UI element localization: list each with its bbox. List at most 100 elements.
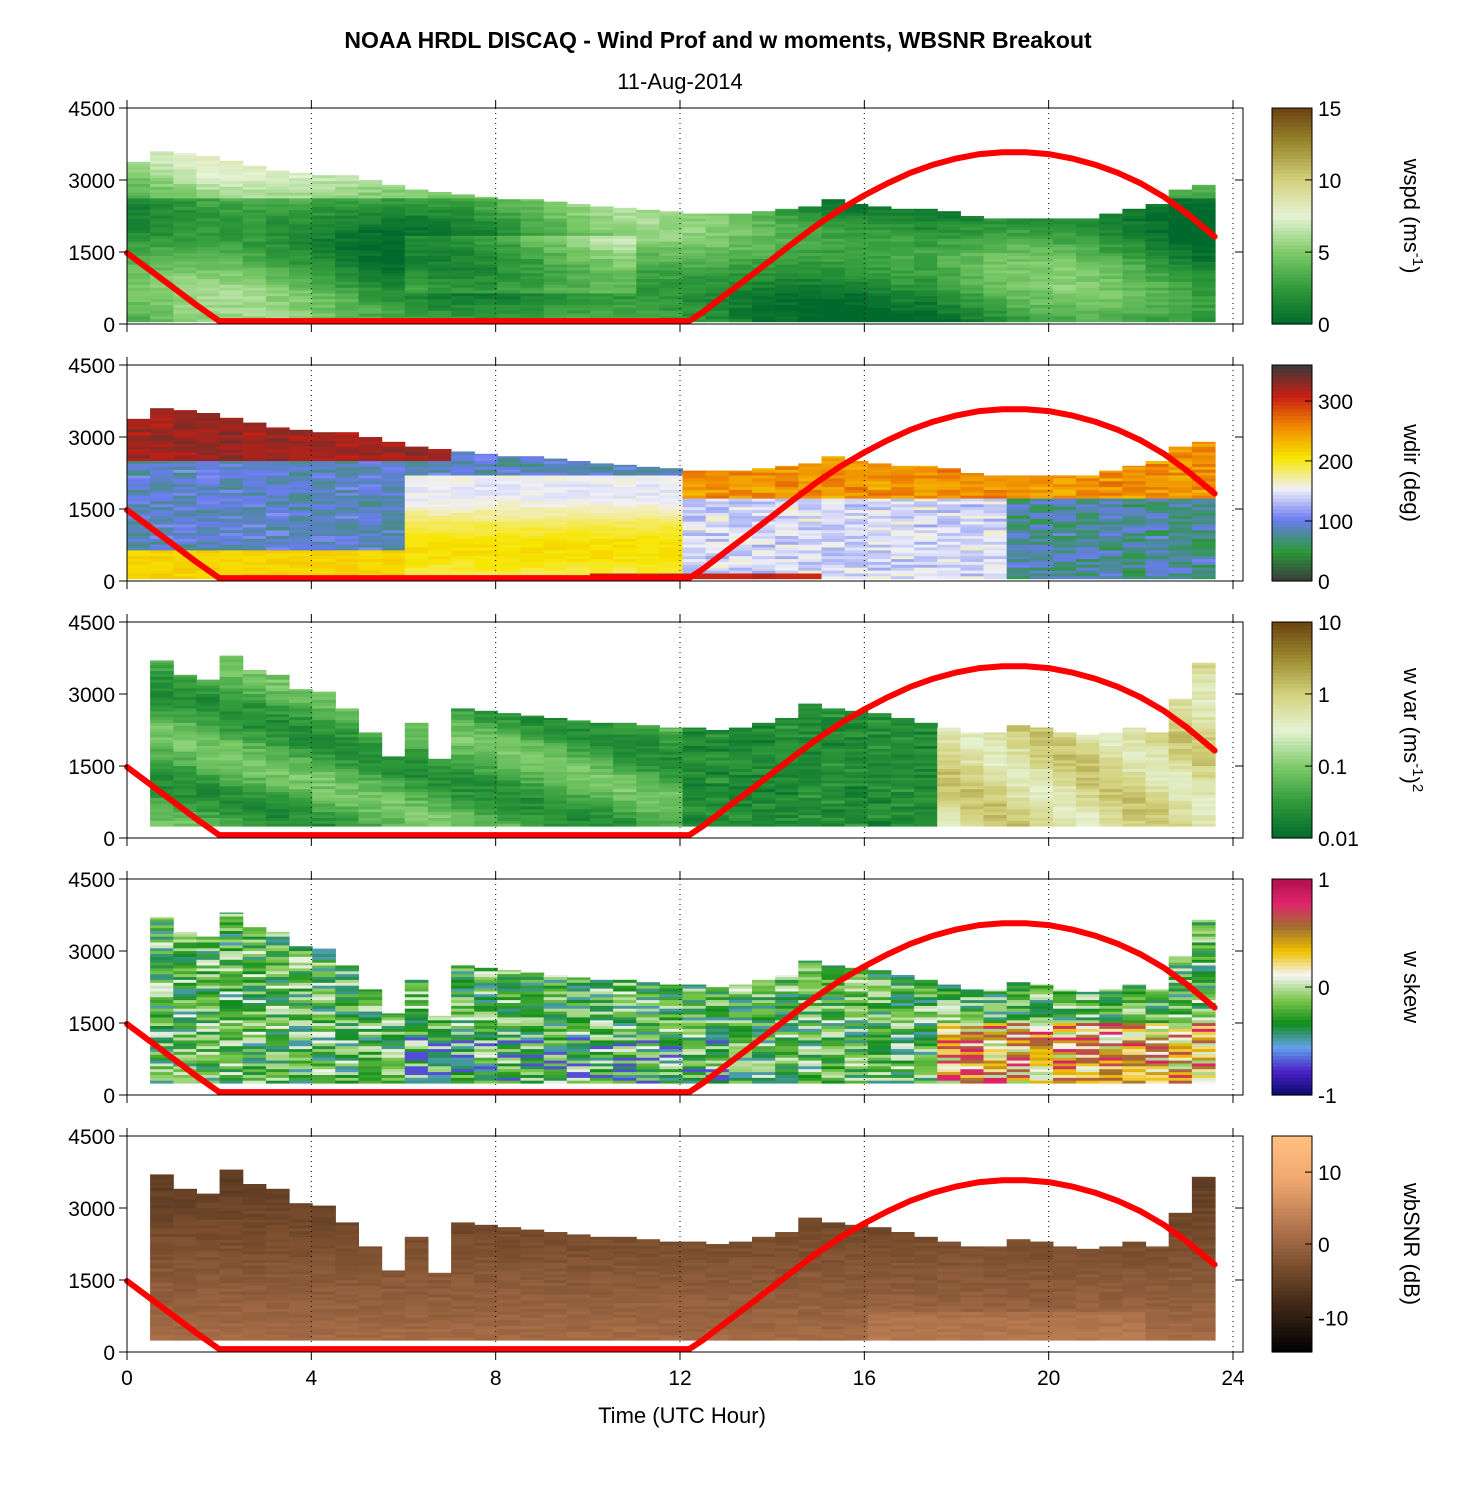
heatmap-cell <box>196 457 221 462</box>
heatmap-cell <box>844 275 869 279</box>
heatmap-cell <box>520 486 545 490</box>
colorbar-segment <box>1272 133 1312 138</box>
heatmap-cell <box>1053 264 1077 268</box>
heatmap-cell <box>636 500 660 505</box>
heatmap-cell <box>983 500 1008 505</box>
heatmap-cell <box>381 777 406 781</box>
heatmap-cell <box>312 788 336 793</box>
heatmap-cell <box>1099 255 1123 259</box>
heatmap-cell <box>335 719 359 723</box>
heatmap-cell <box>844 489 869 493</box>
heatmap-cell <box>427 313 452 317</box>
heatmap-cell <box>289 733 313 738</box>
heatmap-cell <box>312 532 336 536</box>
heatmap-cell <box>867 529 892 534</box>
heatmap-cell <box>1099 220 1123 225</box>
heatmap-cell <box>381 200 406 205</box>
heatmap-cell <box>335 728 359 732</box>
heatmap-cell <box>497 272 522 277</box>
heatmap-cell <box>451 803 475 807</box>
heatmap-cell <box>1168 315 1193 320</box>
heatmap-cell <box>150 771 174 775</box>
heatmap-cell <box>844 492 869 496</box>
heatmap-cell <box>636 281 660 285</box>
heatmap-cell <box>960 572 985 577</box>
heatmap-cell <box>219 261 244 265</box>
heatmap-cell <box>1006 218 1031 222</box>
heatmap-cell <box>1168 449 1193 453</box>
heatmap-cell <box>775 269 799 274</box>
heatmap-cell <box>427 794 452 798</box>
heatmap-cell <box>265 699 290 703</box>
heatmap-cell <box>566 477 591 482</box>
heatmap-cell <box>196 295 221 300</box>
heatmap-cell <box>937 575 961 580</box>
heatmap-cell <box>427 474 452 479</box>
heatmap-cell <box>844 469 869 473</box>
heatmap-cell <box>404 509 429 513</box>
heatmap-cell <box>520 266 545 271</box>
heatmap-cell <box>1029 564 1054 568</box>
heatmap-cell <box>242 805 267 810</box>
heatmap-cell <box>358 570 383 574</box>
heatmap-cell <box>543 272 568 277</box>
heatmap-cell <box>636 552 660 557</box>
heatmap-cell <box>312 705 336 709</box>
heatmap-cell <box>613 564 637 568</box>
heatmap-cell <box>1191 495 1216 499</box>
heatmap-cell <box>242 699 267 703</box>
heatmap-cell <box>636 301 660 305</box>
heatmap-cell <box>289 811 313 816</box>
heatmap-cell <box>937 298 961 303</box>
heatmap-cell <box>242 670 267 672</box>
heatmap-cell <box>381 820 406 824</box>
heatmap-cell <box>242 570 267 574</box>
heatmap-cell <box>705 243 730 248</box>
heatmap-cell <box>219 310 244 314</box>
heatmap-cell <box>219 278 244 282</box>
heatmap-cell <box>1168 523 1193 528</box>
heatmap-cell <box>752 212 776 216</box>
heatmap-cell <box>150 503 174 508</box>
heatmap-cell <box>1006 258 1031 262</box>
heatmap-cell <box>265 690 290 695</box>
colorbar-segment <box>1272 208 1312 213</box>
heatmap-cell <box>265 192 290 196</box>
heatmap-cell <box>242 725 267 729</box>
heatmap-cell <box>451 725 475 729</box>
heatmap-cell <box>983 521 1008 525</box>
heatmap-cell <box>1006 538 1031 542</box>
heatmap-cell <box>636 523 660 528</box>
heatmap-cell <box>358 235 383 239</box>
heatmap-cell <box>242 820 267 824</box>
colorbar-segment <box>1272 483 1312 488</box>
heatmap-cell <box>590 310 614 314</box>
heatmap-cell <box>890 275 915 279</box>
heatmap-cell <box>1145 272 1170 277</box>
heatmap-cell <box>451 716 475 721</box>
heatmap-cell <box>682 535 707 539</box>
heatmap-cell <box>520 512 545 516</box>
heatmap-cell <box>1053 269 1077 274</box>
heatmap-cell <box>1029 258 1054 262</box>
heatmap-cell <box>150 739 174 744</box>
heatmap-cell <box>890 480 915 485</box>
heatmap-cell <box>497 252 522 256</box>
heatmap-cell <box>127 454 151 459</box>
heatmap-cell <box>358 281 383 285</box>
heatmap-cell <box>821 570 846 574</box>
heatmap-cell <box>636 289 660 294</box>
heatmap-cell <box>312 791 336 795</box>
heatmap-cell <box>705 567 730 571</box>
heatmap-cell <box>1122 272 1147 277</box>
heatmap-cell <box>1145 572 1170 577</box>
heatmap-cell <box>427 223 452 228</box>
heatmap-cell <box>196 509 221 513</box>
heatmap-cell <box>173 702 197 706</box>
heatmap-cell <box>937 243 961 248</box>
heatmap-cell <box>1076 307 1100 311</box>
heatmap-cell <box>1168 570 1193 574</box>
heatmap-cell <box>914 307 938 311</box>
heatmap-cell <box>358 437 383 441</box>
heatmap-cell <box>1145 477 1170 482</box>
